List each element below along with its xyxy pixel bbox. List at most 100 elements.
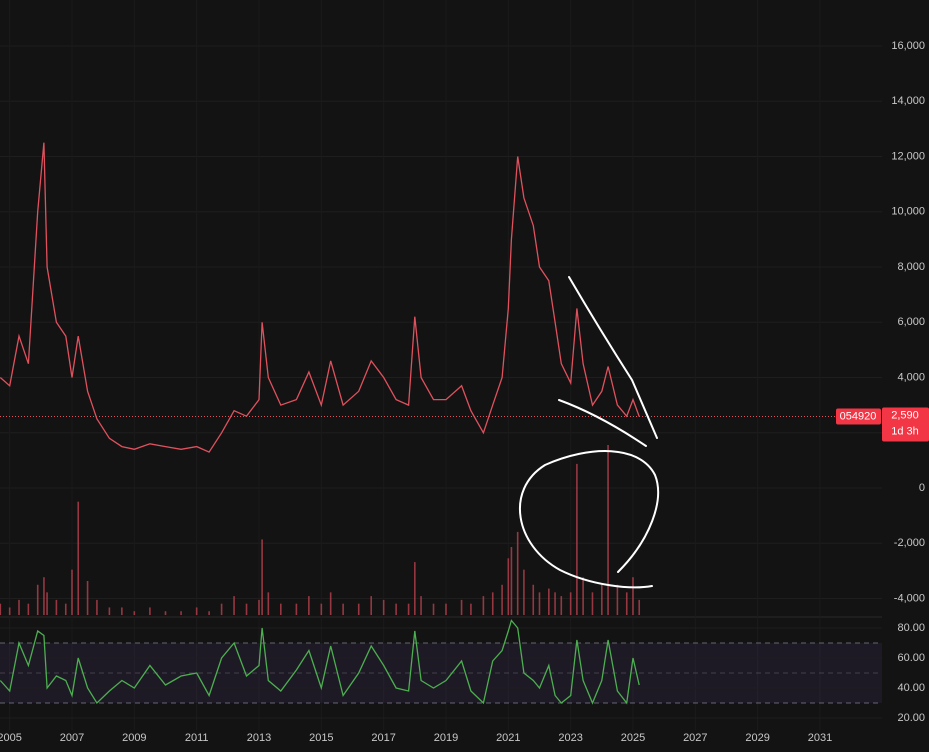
annotations [519,276,660,589]
volume-bar [164,611,167,615]
volume-bar [121,607,123,615]
volume-bar [357,603,360,615]
volume-bar [420,596,422,615]
volume-bar [280,603,282,615]
y-tick-label: 40.00 [897,682,925,694]
x-tick-label: 2009 [122,732,146,744]
volume-bar [460,599,463,615]
x-tick-label: 2027 [683,732,707,744]
y-tick-label: 16,000 [891,40,925,52]
volume-bar [71,569,73,615]
y-tick-label: -2,000 [894,537,925,549]
volume-bar [491,592,494,615]
volume-bar [18,599,20,615]
countdown-label: 1d 3h [891,425,919,437]
volume-bar [267,592,270,615]
volume-bar [569,592,572,615]
volume-bar [55,599,58,615]
volume-bar [0,603,2,615]
volume-bar [46,592,48,615]
volume-bar [308,596,310,615]
volume-bar [27,603,30,615]
volume-bar [320,603,323,615]
volume-bar [548,588,550,615]
volume-bar [195,607,198,615]
last-price-label: 2,590 [891,409,919,421]
x-tick-label: 2019 [434,732,458,744]
volume-bar [616,584,619,615]
y-tick-label: -4,000 [894,592,925,604]
volume-bar [432,603,435,615]
x-tick-label: 2013 [247,732,271,744]
volume-bar [482,596,485,615]
volume-bar [382,599,385,615]
x-tick-label: 2021 [496,732,520,744]
volume-bar [501,584,503,615]
y-tick-label: 8,000 [897,261,925,273]
volume-bar [233,596,235,615]
y-tick-label: 4,000 [897,371,925,383]
volume-bar [538,592,541,615]
y-tick-label: 20.00 [897,712,925,724]
y-tick-label: 10,000 [891,206,925,218]
y-tick-label: 60.00 [897,652,925,664]
volume-bar [582,577,584,615]
volume-bar [414,562,416,615]
symbol-label: 054920 [840,410,877,422]
x-tick-label: 2017 [371,732,395,744]
y-tick-label: 80.00 [897,622,925,634]
volume-bar [516,531,519,615]
volume-bar [370,596,372,615]
volume-bar [445,603,447,615]
volume-bar [86,581,89,615]
circle-annotation [519,450,660,589]
volume-bar [554,592,556,615]
symbol-badge [836,408,881,425]
volume-bar [8,607,11,615]
y-tick-label: 0 [919,482,925,494]
volume-bar [532,584,535,615]
volume-bar [220,603,223,615]
volume-bar [625,592,628,615]
volume-bar [560,596,563,615]
volume-bar [64,603,67,615]
volume-bar [295,603,298,615]
volume-bar [77,501,80,615]
rsi-line [0,619,640,705]
x-tick-label: 2005 [0,732,22,744]
volume-bar [632,577,634,615]
rsi-band [0,643,882,704]
y-tick-label: 14,000 [891,95,925,107]
x-tick-label: 2015 [309,732,333,744]
y-tick-label: 12,000 [891,150,925,162]
x-tick-label: 2023 [558,732,582,744]
trendline-upper [568,276,658,439]
volume-bar [470,603,472,615]
x-tick-label: 2031 [808,732,832,744]
x-tick-label: 2007 [60,732,84,744]
volume-bar [342,603,344,615]
x-tick-label: 2025 [621,732,645,744]
volume-bar [108,607,111,615]
volume-bar [329,592,332,615]
volume-bar [638,599,641,615]
volume-bar [261,539,263,615]
volume-bar [607,445,609,615]
volume-bar [601,584,603,615]
price-badge [882,407,929,442]
volume-bar [523,569,525,615]
volume-bar [407,603,410,615]
volume-bar [510,547,513,615]
trendline-lower [558,399,647,447]
volume-bar [245,603,248,615]
volume-bar [208,611,210,615]
y-tick-label: 6,000 [897,316,925,328]
volume-bar [258,599,260,615]
volume-bar [576,463,578,615]
price-line [0,142,640,453]
volume-bar [591,592,594,615]
volume-bar [43,577,45,615]
volume-bar [133,611,136,615]
